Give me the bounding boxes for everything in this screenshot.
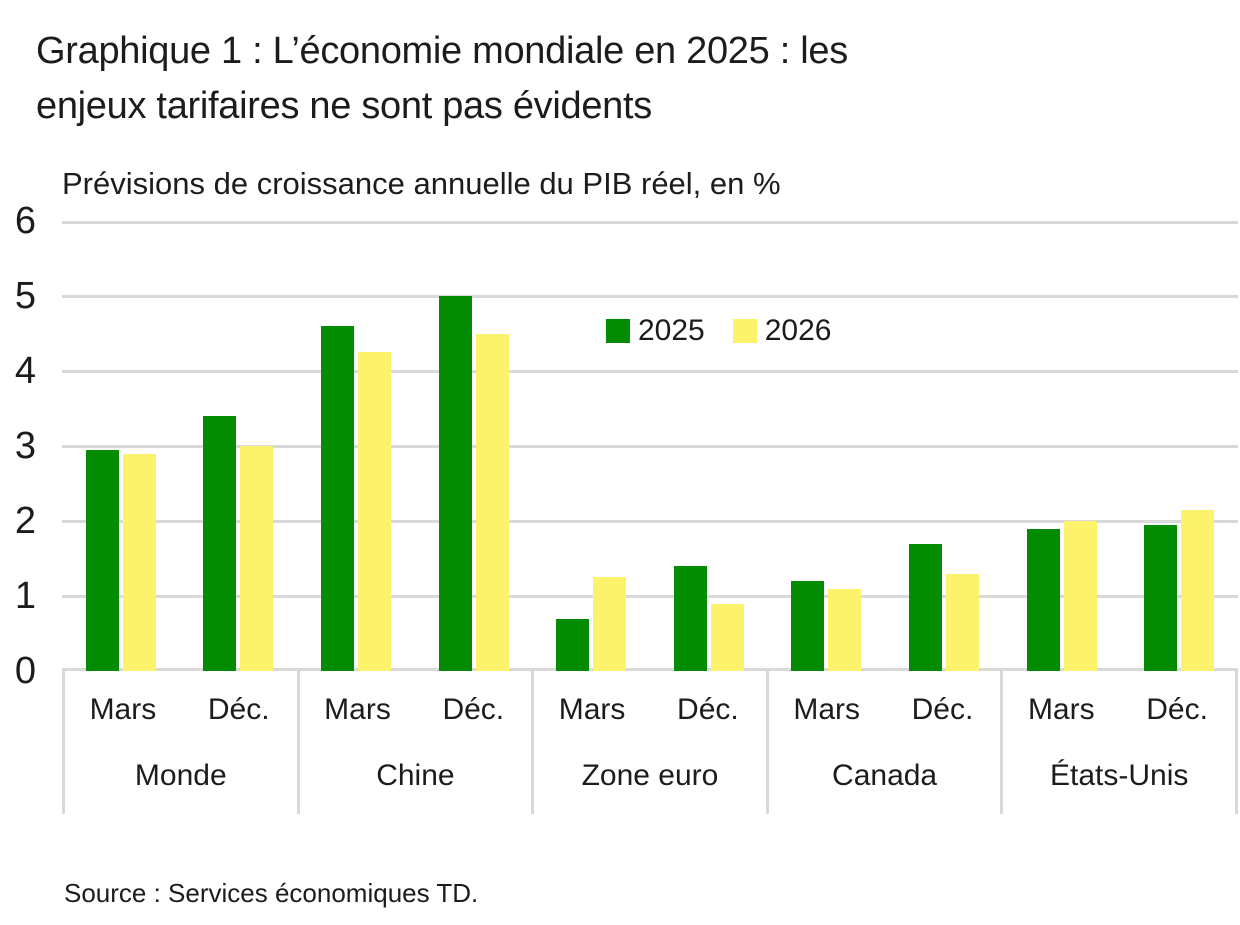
bar-2026-chine-déc — [475, 333, 509, 671]
x-axis-group-états-unis: Mars Déc. États-Unis — [1000, 671, 1235, 814]
gridline — [62, 594, 1238, 598]
gridline — [62, 369, 1238, 373]
x-axis-period-label: Mars — [558, 693, 626, 726]
bar-2025-chine-mars — [321, 326, 354, 671]
bar-2026-canada-déc — [946, 573, 979, 671]
bar-2025-canada-mars — [791, 581, 825, 671]
gridline — [62, 221, 1238, 224]
x-axis-period-label: Déc. — [207, 693, 270, 726]
y-tick-label: 0 — [14, 650, 36, 692]
x-axis-group-chine: Mars Déc. Chine — [296, 671, 532, 814]
x-axis-period-row: Mars Déc. — [300, 693, 532, 727]
y-axis: 0 1 2 3 4 5 6 — [0, 200, 38, 692]
x-axis-period-label: Mars — [793, 693, 861, 726]
legend-label-2025: 2025 — [638, 314, 705, 347]
x-axis-period-label: Déc. — [677, 693, 739, 726]
x-axis-group-zone-euro: Mars Déc. Zone euro — [531, 671, 766, 814]
legend-swatch-2026 — [732, 319, 757, 343]
chart-title-line-1: Graphique 1 : L’économie mondiale en 202… — [36, 30, 848, 72]
x-axis-period-row: Mars Déc. — [1003, 693, 1235, 727]
bar-2025-monde-mars — [85, 449, 119, 671]
x-axis-period-label: Mars — [1027, 693, 1095, 726]
y-tick-label: 6 — [14, 200, 36, 242]
x-axis-group-label: Chine — [376, 759, 455, 792]
y-tick-label: 3 — [14, 425, 36, 467]
x-axis-table: Mars Déc. Monde Mars Déc. Chine Mars Déc. Zone e… — [62, 671, 1238, 814]
source-note: Source : Services économiques TD. — [64, 878, 479, 908]
x-axis-period-label: Déc. — [442, 693, 505, 726]
legend: 2025 2026 — [606, 314, 832, 348]
x-axis-period-label: Mars — [89, 693, 157, 726]
bar-2025-canada-déc — [909, 543, 942, 671]
legend-swatch-2025 — [606, 319, 630, 343]
bar-2025-zone-euro-déc — [673, 566, 707, 671]
bar-2025-états-unis-déc — [1144, 524, 1178, 671]
bar-2025-chine-déc — [438, 296, 472, 671]
y-tick-label: 4 — [14, 350, 36, 392]
bar-2026-chine-mars — [358, 352, 391, 671]
bar-2026-monde-déc — [240, 446, 274, 671]
bar-2026-monde-mars — [122, 453, 156, 671]
x-axis-group-canada: Mars Déc. Canada — [765, 671, 1001, 814]
y-tick-label: 1 — [14, 575, 36, 617]
chart-subtitle: Prévisions de croissance annuelle du PIB… — [62, 166, 781, 201]
x-axis-period-label: Déc. — [1146, 693, 1208, 726]
gridline — [62, 519, 1238, 523]
bar-2025-monde-déc — [203, 416, 237, 671]
x-axis-group-monde: Mars Déc. Monde — [62, 671, 297, 814]
y-tick-label: 5 — [14, 275, 36, 317]
x-axis-period-label: Déc. — [911, 693, 974, 726]
gridline — [62, 668, 1238, 671]
gridline — [62, 294, 1238, 298]
x-axis-group-label: Monde — [134, 759, 227, 792]
bar-2026-canada-mars — [828, 588, 862, 671]
bar-2026-états-unis-déc — [1181, 509, 1215, 671]
x-axis-group-label: Canada — [832, 759, 938, 792]
bar-2026-zone-euro-déc — [710, 603, 744, 671]
y-tick-label: 2 — [14, 500, 36, 542]
x-axis-group-label: Zone euro — [581, 759, 719, 792]
x-axis-group-label: États-Unis — [1049, 759, 1189, 792]
x-axis-period-row: Mars Déc. — [769, 693, 1001, 727]
bar-2026-états-unis-mars — [1063, 521, 1097, 671]
bar-2025-zone-euro-mars — [556, 618, 590, 671]
plot-area — [62, 221, 1238, 671]
chart-title-line-2: enjeux tarifaires ne sont pas évidents — [36, 85, 652, 127]
bar-2026-zone-euro-mars — [593, 577, 627, 671]
x-axis-period-row: Mars Déc. — [534, 693, 766, 727]
x-axis-period-row: Mars Déc. — [65, 693, 297, 727]
bar-2025-états-unis-mars — [1026, 528, 1060, 671]
legend-label-2026: 2026 — [764, 314, 832, 347]
gridline — [62, 444, 1238, 448]
chart-title: Graphique 1 : L’économie mondiale en 202… — [36, 24, 848, 134]
x-axis-period-label: Mars — [324, 693, 391, 726]
